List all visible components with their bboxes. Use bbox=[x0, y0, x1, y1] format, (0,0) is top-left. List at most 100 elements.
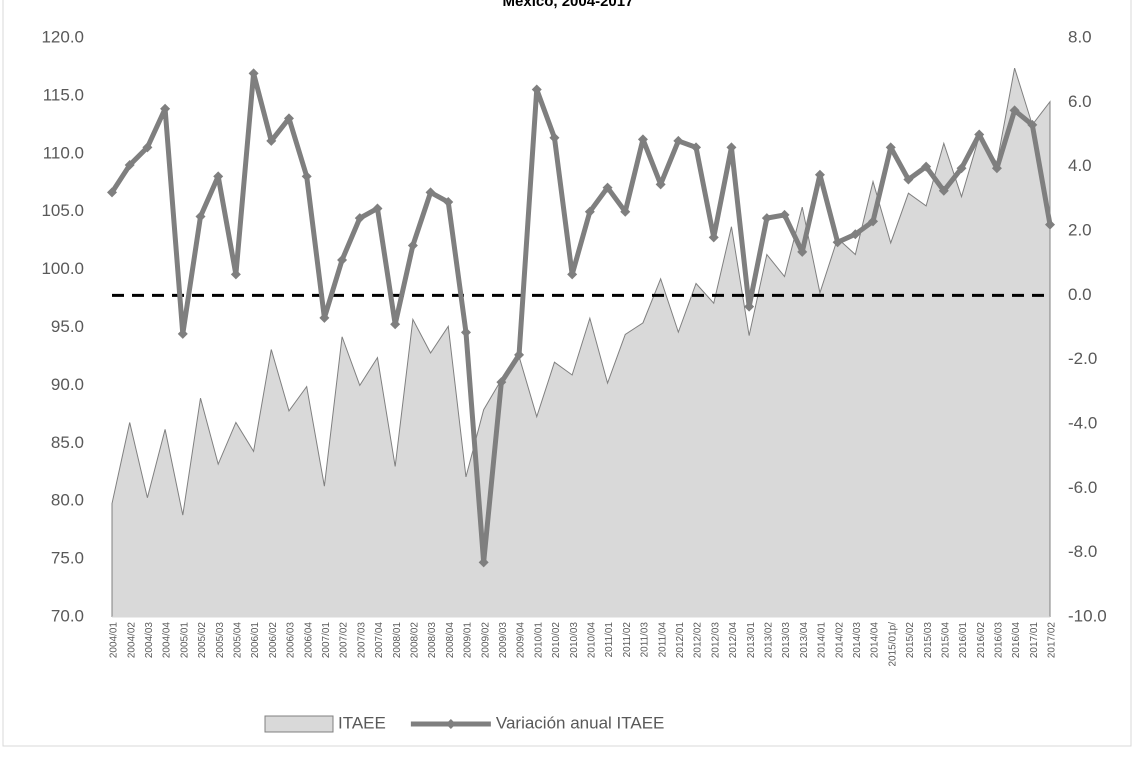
line-marker bbox=[726, 142, 737, 153]
x-tick-label: 2011/01 bbox=[604, 622, 615, 658]
line-marker bbox=[283, 113, 294, 124]
legend-label: ITAEE bbox=[338, 713, 386, 732]
x-tick-label: 2011/02 bbox=[622, 622, 633, 658]
line-marker bbox=[319, 312, 330, 323]
x-tick-label: 2016/03 bbox=[994, 622, 1005, 659]
x-tick-label: 2013/01 bbox=[746, 622, 757, 659]
y-tick-label: 100.0 bbox=[41, 259, 84, 278]
line-marker bbox=[443, 197, 454, 208]
line-marker bbox=[761, 213, 772, 224]
line-marker bbox=[390, 319, 401, 330]
line-marker bbox=[673, 135, 684, 146]
x-tick-label: 2007/03 bbox=[356, 622, 367, 659]
x-tick-label: 2004/02 bbox=[126, 622, 137, 659]
line-marker bbox=[1009, 105, 1020, 116]
line-marker bbox=[868, 216, 879, 227]
legend-marker bbox=[445, 719, 456, 729]
y-tick-label: 70.0 bbox=[51, 606, 84, 625]
line-marker bbox=[779, 209, 790, 220]
y-tick-label: 90.0 bbox=[51, 375, 84, 394]
x-tick-label: 2015/02 bbox=[905, 622, 916, 659]
legend-label: Variación anual ITAEE bbox=[496, 713, 665, 732]
y-tick-label: 110.0 bbox=[43, 143, 84, 162]
line-marker bbox=[850, 229, 861, 240]
line-marker bbox=[496, 377, 507, 388]
x-tick-label: 2004/04 bbox=[162, 622, 173, 659]
line bbox=[109, 70, 1053, 565]
line-marker bbox=[514, 349, 525, 360]
y2-tick-label: -6.0 bbox=[1068, 478, 1097, 497]
x-tick-label: 2014/03 bbox=[852, 622, 863, 659]
x-tick-label: 2014/04 bbox=[870, 622, 881, 659]
line-marker bbox=[744, 301, 755, 312]
line-marker bbox=[160, 103, 171, 114]
x-tick-label: 2005/03 bbox=[215, 622, 226, 659]
line-marker bbox=[1045, 219, 1055, 230]
x-tick-label: 2012/04 bbox=[728, 622, 739, 659]
y-tick-label: 95.0 bbox=[51, 317, 84, 336]
x-tick-label: 2015/04 bbox=[940, 622, 951, 659]
y-tick-label: 75.0 bbox=[51, 549, 84, 568]
line-marker bbox=[602, 182, 613, 193]
line-marker bbox=[354, 213, 365, 224]
chart-title: México, 2004-2017 bbox=[503, 0, 634, 10]
y2-tick-label: -8.0 bbox=[1068, 542, 1097, 561]
x-tick-label: 2005/02 bbox=[197, 622, 208, 659]
x-tick-label: 2012/01 bbox=[675, 622, 686, 659]
x-tick-label: 2005/01 bbox=[179, 622, 190, 659]
y2-tick-label: -4.0 bbox=[1068, 413, 1097, 432]
x-tick-label: 2011/04 bbox=[657, 622, 668, 658]
line-marker bbox=[903, 174, 914, 185]
line-marker bbox=[460, 327, 471, 338]
x-tick-label: 2008/02 bbox=[410, 622, 421, 659]
line-marker bbox=[230, 269, 241, 280]
line-marker bbox=[425, 187, 436, 198]
x-tick-label: 2006/03 bbox=[286, 622, 297, 659]
x-tick-label: 2009/02 bbox=[480, 622, 491, 659]
x-tick-label: 2013/04 bbox=[799, 622, 810, 659]
line-marker bbox=[549, 132, 560, 143]
line-marker bbox=[956, 163, 967, 174]
line-marker bbox=[372, 203, 383, 214]
area bbox=[112, 68, 1050, 617]
line-marker bbox=[107, 187, 117, 198]
y-tick-label: 105.0 bbox=[41, 201, 84, 220]
line-marker bbox=[301, 171, 312, 182]
line-marker bbox=[637, 134, 648, 145]
x-tick-label: 2004/01 bbox=[109, 622, 120, 659]
y2-tick-label: 0.0 bbox=[1068, 285, 1092, 304]
x-tick-label: 2012/02 bbox=[693, 622, 704, 659]
line-marker bbox=[832, 237, 843, 248]
line-marker bbox=[708, 232, 719, 243]
x-tick-label: 2014/02 bbox=[834, 622, 845, 659]
line-marker bbox=[938, 185, 949, 196]
x-tick-label: 2010/03 bbox=[569, 622, 580, 659]
line-marker bbox=[195, 211, 206, 222]
x-tick-label: 2010/02 bbox=[551, 622, 562, 659]
x-tick-label: 2010/04 bbox=[586, 622, 597, 659]
y-tick-label: 85.0 bbox=[51, 433, 84, 452]
y2-tick-label: 2.0 bbox=[1068, 220, 1092, 239]
line-marker bbox=[531, 84, 542, 95]
line-marker bbox=[991, 163, 1002, 174]
line-marker bbox=[337, 254, 348, 265]
x-tick-label: 2009/04 bbox=[516, 622, 527, 659]
line-marker bbox=[814, 169, 825, 180]
line-marker bbox=[620, 206, 631, 217]
x-tick-label: 2007/02 bbox=[339, 622, 350, 659]
x-tick-label: 2017/02 bbox=[1047, 622, 1058, 659]
line-marker bbox=[266, 135, 277, 146]
line-marker bbox=[407, 240, 418, 251]
line-marker bbox=[142, 142, 153, 153]
line-marker bbox=[584, 206, 595, 217]
y2-tick-label: 4.0 bbox=[1068, 156, 1092, 175]
x-tick-label: 2008/03 bbox=[427, 622, 438, 659]
x-tick-label: 2005/04 bbox=[233, 622, 244, 659]
line-marker bbox=[213, 171, 224, 182]
y2-tick-label: -10.0 bbox=[1068, 606, 1107, 625]
x-tick-label: 2006/04 bbox=[303, 622, 314, 659]
x-tick-label: 2007/01 bbox=[321, 622, 332, 659]
line-marker bbox=[1027, 119, 1038, 130]
